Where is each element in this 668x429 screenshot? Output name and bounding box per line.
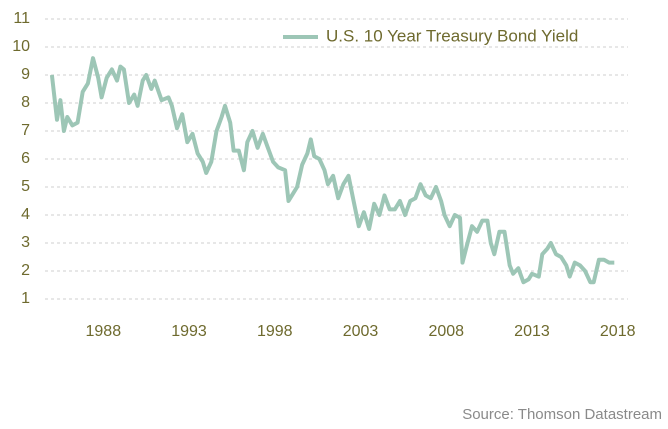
y-tick-label: 2 [21,262,30,279]
x-tick-label: 2018 [600,323,636,340]
y-tick-label: 11 [13,10,30,27]
x-tick-label: 2008 [428,323,464,340]
y-tick-label: 8 [21,94,30,111]
y-tick-label: 7 [21,122,30,139]
y-tick-label: 9 [21,66,30,83]
x-tick-label: 2013 [514,323,550,340]
x-tick-label: 2003 [343,323,379,340]
x-tick-label: 1998 [257,323,293,340]
line-series [49,56,615,285]
y-tick-label: 4 [21,206,30,223]
y-tick-label: 5 [21,178,30,195]
y-tick-label: 1 [21,290,30,307]
source-note: Source: Thomson Datastream [462,406,662,423]
x-tick-label: 1993 [171,323,207,340]
legend-label: U.S. 10 Year Treasury Bond Yield [326,26,578,45]
x-tick-label: 1988 [86,323,122,340]
y-tick-label: 10 [12,38,30,55]
y-tick-label: 6 [21,150,30,167]
y-tick-label: 3 [21,234,30,251]
